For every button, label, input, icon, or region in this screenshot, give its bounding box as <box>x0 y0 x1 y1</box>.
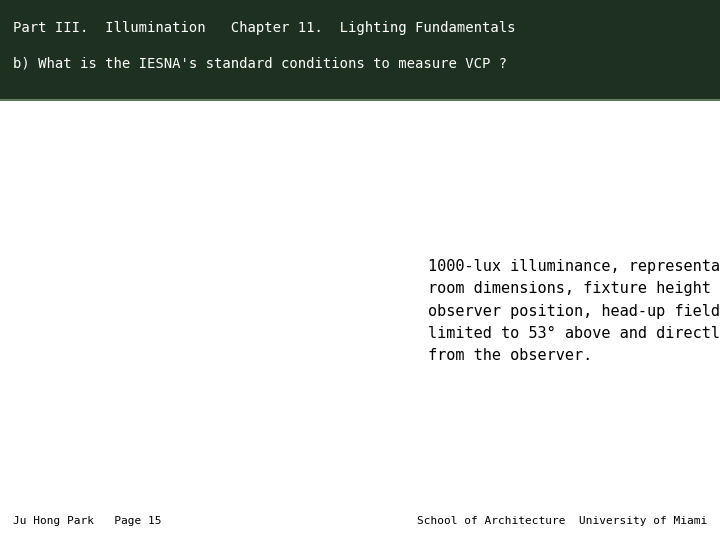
Text: Part III.  Illumination   Chapter 11.  Lighting Fundamentals: Part III. Illumination Chapter 11. Light… <box>13 21 516 35</box>
FancyBboxPatch shape <box>0 0 720 100</box>
Text: 1000-lux illuminance, representative
room dimensions, fixture height and
observe: 1000-lux illuminance, representative roo… <box>428 259 720 363</box>
Text: Ju Hong Park   Page 15: Ju Hong Park Page 15 <box>13 516 161 526</box>
Text: School of Architecture  University of Miami: School of Architecture University of Mia… <box>417 516 707 526</box>
Text: b) What is the IESNA's standard conditions to measure VCP ?: b) What is the IESNA's standard conditio… <box>13 57 507 71</box>
